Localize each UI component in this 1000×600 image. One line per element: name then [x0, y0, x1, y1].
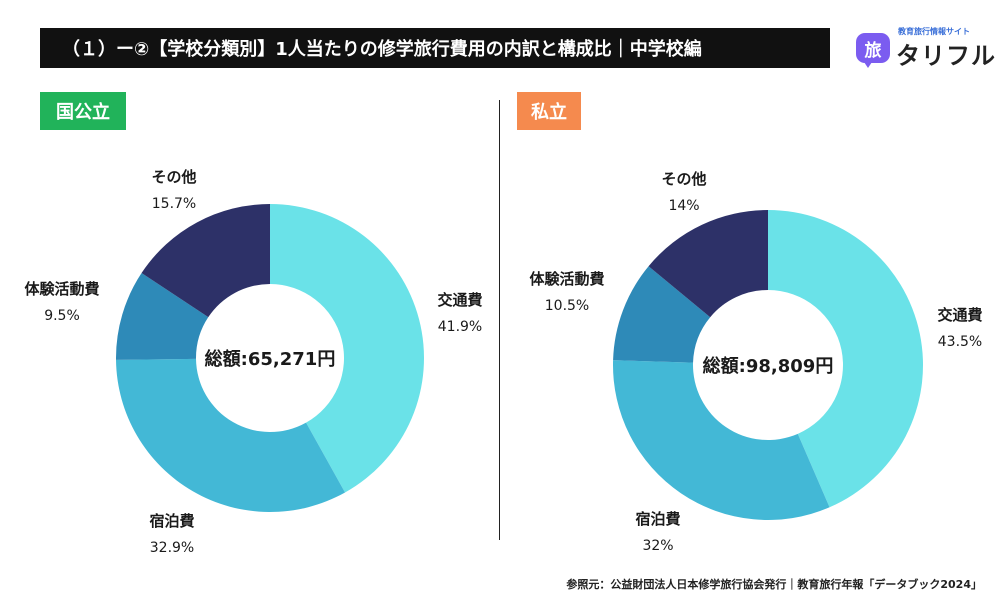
public-value-activity: 9.5% — [44, 308, 80, 324]
source-note: 参照元：公益財団法人日本修学旅行協会発行｜教育旅行年報「データブック2024」 — [566, 578, 982, 591]
logo-icon: 旅 — [856, 33, 890, 63]
public-label-other: その他 — [151, 168, 196, 186]
private-label-other: その他 — [661, 170, 706, 188]
private-slice-activity — [613, 266, 711, 363]
page-title: （１）ー②【学校分類別】1人当たりの修学旅行費用の内訳と構成比｜中学校編 — [40, 28, 830, 68]
public-value-transport: 41.9% — [438, 319, 482, 335]
public-label-transport: 交通費 — [437, 291, 482, 309]
private-value-other: 14% — [668, 198, 699, 214]
private-value-transport: 43.5% — [938, 334, 982, 350]
public-school-badge: 国公立 — [40, 92, 126, 130]
public-slice-transport — [270, 204, 424, 493]
private-label-lodging: 宿泊費 — [635, 510, 680, 528]
public-label-activity: 体験活動費 — [24, 280, 99, 298]
private-slice-lodging — [613, 360, 830, 520]
logo-icon-tail — [862, 59, 874, 68]
private-slice-other — [648, 210, 768, 318]
private-total-label: 総額:98,809円 — [703, 355, 834, 377]
panel-divider — [499, 100, 500, 540]
public-value-other: 15.7% — [152, 196, 196, 212]
public-value-lodging: 32.9% — [150, 540, 194, 556]
private-school-badge: 私立 — [517, 92, 581, 130]
private-label-activity: 体験活動費 — [529, 270, 604, 288]
private-value-activity: 10.5% — [545, 298, 589, 314]
logo-subtitle: 教育旅行情報サイト — [898, 27, 970, 36]
public-total-label: 総額:65,271円 — [205, 348, 336, 370]
private-slice-transport — [768, 210, 923, 508]
private-value-lodging: 32% — [642, 538, 673, 554]
site-logo[interactable]: 旅 教育旅行情報サイト タリフル — [852, 22, 995, 72]
public-slice-activity — [116, 273, 209, 360]
public-slice-lodging — [116, 358, 346, 512]
public-label-lodging: 宿泊費 — [149, 512, 194, 530]
logo-name: タリフル — [896, 42, 996, 70]
public-slice-other — [141, 204, 270, 318]
private-label-transport: 交通費 — [937, 306, 982, 324]
